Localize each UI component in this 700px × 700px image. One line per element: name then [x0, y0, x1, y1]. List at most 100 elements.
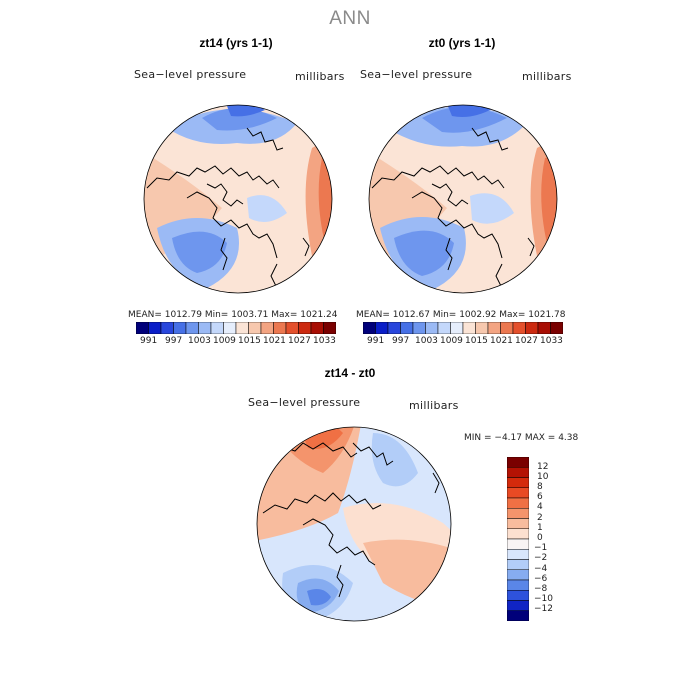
- panel-3-colorbar: [507, 457, 529, 621]
- colorbar-swatch: [525, 322, 539, 334]
- colorbar-tick-label: 1: [537, 523, 543, 533]
- colorbar-swatch: [210, 322, 224, 334]
- panel-2-units-label: millibars: [522, 70, 572, 83]
- colorbar-swatch: [375, 322, 389, 334]
- colorbar-swatch: [412, 322, 426, 334]
- colorbar-tick-label: 1009: [213, 336, 236, 346]
- colorbar-tick-label: 997: [165, 336, 183, 346]
- colorbar-swatch: [148, 322, 162, 334]
- colorbar-swatch: [507, 487, 529, 499]
- colorbar-tick-label: 1015: [465, 336, 488, 346]
- panel-1-units-label: millibars: [295, 70, 345, 83]
- colorbar-swatch: [507, 467, 529, 478]
- panel-3-polar-map: [256, 426, 452, 622]
- colorbar-swatch: [173, 322, 187, 334]
- colorbar-tick-label: 1033: [540, 336, 563, 346]
- colorbar-swatch: [198, 322, 212, 334]
- colorbar-tick-label: −4: [534, 564, 548, 574]
- colorbar-swatch: [507, 477, 529, 488]
- colorbar-swatch: [136, 322, 149, 334]
- colorbar-swatch: [487, 322, 501, 334]
- colorbar-tick-label: −1: [534, 543, 548, 553]
- colorbar-swatch: [323, 322, 336, 334]
- colorbar-tick-label: 4: [537, 502, 543, 512]
- colorbar-tick-label: 997: [392, 336, 410, 346]
- colorbar-tick-label: 1027: [515, 336, 538, 346]
- panel-1-title: zt14 (yrs 1-1): [199, 36, 273, 50]
- colorbar-tick-label: 1003: [188, 336, 211, 346]
- colorbar-swatch: [507, 590, 529, 601]
- colorbar-swatch: [507, 538, 529, 550]
- panel-2-polar-map: [368, 104, 558, 294]
- colorbar-tick-label: 1033: [313, 336, 336, 346]
- panel-1-colorbar-labels: 991 997 1003 1009 1015 1021 1027 1033: [136, 336, 336, 348]
- colorbar-tick-label: 1009: [440, 336, 463, 346]
- panel-3-title: zt14 - zt0: [324, 366, 376, 380]
- colorbar-swatch: [285, 322, 299, 334]
- colorbar-tick-label: −2: [534, 553, 548, 563]
- colorbar-swatch: [223, 322, 237, 334]
- colorbar-swatch: [507, 549, 529, 560]
- colorbar-tick-label: −6: [534, 574, 548, 584]
- colorbar-tick-label: 2: [537, 513, 543, 523]
- colorbar-swatch: [507, 600, 529, 611]
- colorbar-tick-label: 1021: [263, 336, 286, 346]
- colorbar-swatch: [462, 322, 476, 334]
- panel-2-title: zt0 (yrs 1-1): [428, 36, 496, 50]
- colorbar-swatch: [160, 322, 174, 334]
- panel-3-units-label: millibars: [409, 399, 459, 412]
- panel-1-colorbar: [136, 322, 336, 334]
- panel-1-field-label: Sea−level pressure: [134, 68, 247, 81]
- figure-title: ANN: [329, 8, 371, 29]
- colorbar-swatch: [248, 322, 262, 334]
- colorbar-swatch: [550, 322, 563, 334]
- colorbar-tick-label: 991: [140, 336, 158, 346]
- colorbar-swatch: [507, 457, 529, 468]
- colorbar-tick-label: 0: [537, 533, 543, 543]
- colorbar-tick-label: 8: [537, 482, 543, 492]
- colorbar-swatch: [507, 569, 529, 581]
- panel-1-stats: MEAN= 1012.79 Min= 1003.71 Max= 1021.24: [128, 310, 338, 320]
- colorbar-tick-label: 991: [367, 336, 385, 346]
- colorbar-swatch: [507, 508, 529, 519]
- colorbar-tick-label: 10: [537, 472, 549, 482]
- colorbar-swatch: [235, 322, 249, 334]
- colorbar-swatch: [507, 528, 529, 540]
- colorbar-swatch: [512, 322, 526, 334]
- colorbar-tick-label: −12: [534, 604, 553, 614]
- panel-2-colorbar-labels: 991 997 1003 1009 1015 1021 1027 1033: [363, 336, 563, 348]
- panel-3-colorbar-labels: 12 10 8 6 4 2 1 0 −1 −2 −4 −6 −8 −10 −12: [534, 457, 577, 627]
- colorbar-tick-label: −8: [534, 584, 548, 594]
- panel-1-polar-map: [143, 104, 333, 294]
- colorbar-tick-label: 1027: [288, 336, 311, 346]
- colorbar-tick-label: 1015: [238, 336, 261, 346]
- colorbar-swatch: [507, 497, 529, 509]
- colorbar-tick-label: 12: [537, 462, 549, 472]
- colorbar-swatch: [450, 322, 464, 334]
- colorbar-swatch: [425, 322, 439, 334]
- colorbar-swatch: [507, 610, 529, 621]
- colorbar-swatch: [310, 322, 324, 334]
- colorbar-swatch: [537, 322, 551, 334]
- panel-3-stats: MIN = −4.17 MAX = 4.38: [464, 433, 579, 443]
- colorbar-swatch: [507, 579, 529, 591]
- colorbar-swatch: [437, 322, 451, 334]
- colorbar-tick-label: 1003: [415, 336, 438, 346]
- colorbar-swatch: [507, 518, 529, 529]
- colorbar-tick-label: 1021: [490, 336, 513, 346]
- panel-2-field-label: Sea−level pressure: [360, 68, 473, 81]
- colorbar-swatch: [500, 322, 514, 334]
- colorbar-swatch: [507, 559, 529, 570]
- colorbar-swatch: [298, 322, 312, 334]
- colorbar-swatch: [185, 322, 199, 334]
- colorbar-swatch: [260, 322, 274, 334]
- colorbar-swatch: [400, 322, 414, 334]
- colorbar-swatch: [475, 322, 489, 334]
- colorbar-swatch: [273, 322, 287, 334]
- colorbar-swatch: [363, 322, 376, 334]
- colorbar-tick-label: 6: [537, 492, 543, 502]
- colorbar-swatch: [387, 322, 401, 334]
- panel-3-field-label: Sea−level pressure: [248, 396, 361, 409]
- panel-2-stats: MEAN= 1012.67 Min= 1002.92 Max= 1021.78: [356, 310, 566, 320]
- panel-2-colorbar: [363, 322, 563, 334]
